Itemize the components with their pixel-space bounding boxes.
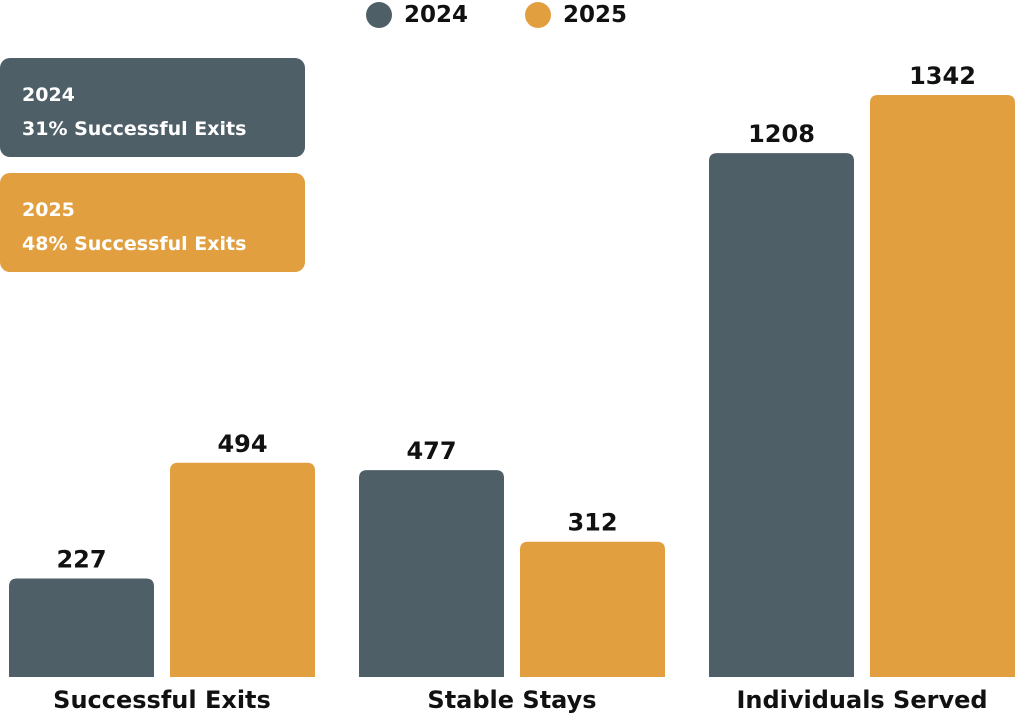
bar-individuals-served-2024	[709, 153, 854, 677]
value-label-stable-stays-2024: 477	[406, 437, 456, 465]
value-label-individuals-served-2024: 1208	[748, 120, 815, 148]
legend-swatch-2025	[525, 2, 551, 28]
legend-item-2024: 2024	[366, 0, 468, 30]
value-label-stable-stays-2025: 312	[567, 509, 617, 537]
legend-label-2025: 2025	[563, 2, 628, 28]
callout-2025-year: 2025	[22, 199, 75, 221]
callout-2025-text: 48% Successful Exits	[22, 233, 247, 255]
category-label-successful-exits: Successful Exits	[53, 686, 271, 714]
bar-stable-stays-2025	[520, 541, 665, 677]
value-label-successful-exits-2024: 227	[56, 546, 106, 574]
category-label-stable-stays: Stable Stays	[427, 686, 596, 714]
legend-swatch-2024	[366, 2, 392, 28]
legend-label-2024: 2024	[404, 2, 469, 28]
bar-stable-stays-2024	[359, 470, 504, 677]
callout-2025: 2025 48% Successful Exits	[0, 173, 305, 272]
bar-successful-exits-2024	[9, 578, 154, 677]
legend-item-2025: 2025	[525, 0, 627, 30]
callout-2024: 2024 31% Successful Exits	[0, 58, 305, 157]
callout-2024-year: 2024	[22, 84, 75, 106]
value-label-individuals-served-2025: 1342	[909, 62, 976, 90]
value-label-successful-exits-2025: 494	[217, 430, 267, 458]
bar-successful-exits-2025	[170, 462, 315, 677]
chart-legend: 2024 2025	[0, 0, 1024, 34]
category-label-individuals-served: Individuals Served	[736, 686, 987, 714]
callout-2024-text: 31% Successful Exits	[22, 118, 247, 140]
bar-individuals-served-2025	[870, 95, 1015, 677]
